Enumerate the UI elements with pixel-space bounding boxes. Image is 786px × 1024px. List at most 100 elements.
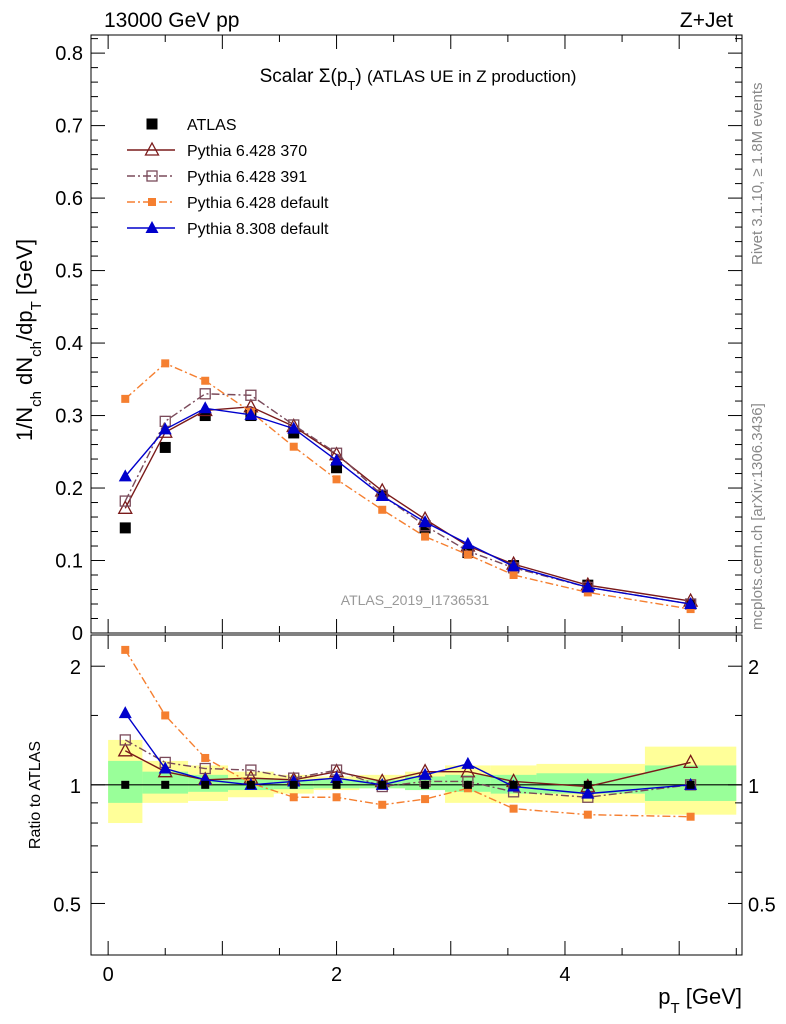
ratio-series-line — [124, 712, 691, 795]
x-tick-label: 2 — [331, 964, 342, 986]
data-point — [198, 401, 212, 414]
ratio-data-point — [332, 780, 341, 789]
data-point — [159, 441, 171, 453]
legend-marker — [145, 221, 159, 233]
ratio-data-point — [161, 780, 170, 789]
ratio-data-point — [418, 767, 432, 780]
ratio-data-point — [119, 734, 131, 746]
legend-label: Pythia 6.428 370 — [187, 143, 307, 160]
main-title: Scalar Σ(pT) (ATLAS UE in Z production) — [260, 66, 577, 93]
main-frame — [90, 34, 743, 634]
ratio-data-point — [583, 780, 592, 789]
data-point — [507, 559, 521, 572]
ratio-data-point — [201, 753, 210, 762]
rivet-label: Rivet 3.1.10, ≥ 1.8M events — [749, 83, 766, 266]
ratio-series-line — [124, 649, 691, 818]
y-tick-label: 0.6 — [55, 188, 83, 210]
main-y-ticks: 0 0.1 0.2 0.3 0.4 0.5 0.6 0.7 0.8 — [55, 38, 742, 645]
data-point — [332, 475, 341, 484]
header-left: 13000 GeV pp — [104, 9, 239, 32]
data-point — [244, 407, 258, 420]
data-point — [245, 389, 257, 401]
mcplots-label: mcplots.cern.ch [arXiv:1306.3436] — [749, 403, 766, 630]
ratio-data-point — [158, 761, 172, 774]
y-tick-label: 0.2 — [55, 478, 83, 500]
data-point — [583, 588, 592, 597]
series-1 — [117, 398, 699, 607]
ratio-data-point — [330, 771, 344, 784]
series-line — [124, 362, 691, 610]
ratio-data-point — [378, 780, 387, 789]
y-tick-label: 0.7 — [55, 116, 83, 138]
ratio-data-point — [201, 780, 210, 789]
series-line — [124, 407, 691, 605]
ratio-series-line — [124, 739, 691, 798]
data-point — [287, 421, 301, 434]
y-tick-label: 0.5 — [55, 261, 83, 283]
series-0 — [119, 410, 697, 610]
data-point — [509, 571, 518, 580]
data-point — [418, 515, 432, 528]
watermark: ATLAS_2019_I1736531 — [341, 592, 490, 608]
legend-entry: ATLAS — [146, 117, 237, 134]
main-panel: Scalar Σ(pT) (ATLAS UE in Z production) … — [12, 34, 743, 645]
ratio-data-point — [421, 795, 430, 804]
y-tick-label: 0.4 — [55, 333, 83, 355]
series-2 — [119, 388, 697, 610]
x-tick-label: 4 — [559, 964, 570, 986]
y-tick-label: 0.3 — [55, 406, 83, 428]
ratio-data-point — [378, 800, 387, 809]
ratio-panel: Ratio to ATLAS 0.5 0.5 1 1 2 2 0 2 4 pT [GeV] — [27, 35, 776, 1017]
legend-entry: Pythia 8.308 default — [127, 221, 329, 238]
legend: ATLAS Pythia 6.428 370 Pythia 6.428 391 Pyt… — [127, 117, 329, 238]
ratio-data-point — [683, 754, 699, 769]
ratio-data-point — [121, 780, 130, 789]
x-ticks: 0 2 4 — [103, 35, 737, 986]
legend-label: ATLAS — [187, 117, 237, 134]
ratio-y-ticks: 0.5 0.5 1 1 2 2 — [53, 657, 776, 916]
ratio-data-point — [332, 793, 341, 802]
legend-marker — [148, 198, 156, 206]
legend-entry: Pythia 6.428 370 — [127, 141, 307, 160]
data-point — [684, 597, 698, 610]
data-point — [118, 469, 132, 482]
ratio-data-point — [686, 780, 695, 789]
x-axis-label: pT [GeV] — [658, 984, 742, 1017]
ratio-data-point — [461, 756, 475, 769]
ratio-data-point — [581, 786, 595, 799]
data-point — [421, 532, 430, 541]
data-point — [419, 522, 431, 534]
data-point — [581, 580, 595, 593]
ratio-data-point — [245, 764, 257, 776]
y-tick-label: 0.1 — [55, 551, 83, 573]
ratio-y-tick-label-right: 1 — [748, 776, 759, 798]
ratio-data-point — [509, 780, 518, 789]
x-tick-label: 0 — [103, 964, 114, 986]
ratio-y-tick-label: 2 — [70, 657, 81, 679]
ratio-y-label: Ratio to ATLAS — [27, 741, 44, 849]
ratio-frame — [90, 634, 743, 956]
ratio-plot-area — [91, 645, 742, 824]
ratio-data-point — [463, 780, 472, 789]
legend-entry: Pythia 6.428 391 — [127, 169, 307, 186]
data-point — [119, 495, 131, 507]
data-point — [199, 388, 211, 400]
legend-label: Pythia 8.308 default — [187, 221, 329, 238]
series-4 — [118, 401, 698, 610]
ratio-data-point — [289, 780, 298, 789]
data-point — [375, 489, 389, 502]
ratio-series-atlas — [121, 780, 695, 789]
data-point — [686, 605, 695, 614]
data-point — [331, 462, 343, 474]
main-y-label: 1/Nch dNch/dpT [GeV] — [12, 239, 45, 441]
data-point — [378, 505, 387, 514]
legend-label: Pythia 6.428 default — [187, 195, 329, 212]
ratio-y-tick-label-right: 2 — [748, 657, 759, 679]
ratio-data-point — [289, 793, 298, 802]
header-right: Z+Jet — [680, 9, 733, 32]
ratio-data-point — [583, 810, 592, 819]
ratio-data-point — [686, 812, 695, 821]
legend-label: Pythia 6.428 391 — [187, 169, 307, 186]
y-tick-label: 0 — [72, 623, 83, 645]
data-point — [158, 422, 172, 435]
